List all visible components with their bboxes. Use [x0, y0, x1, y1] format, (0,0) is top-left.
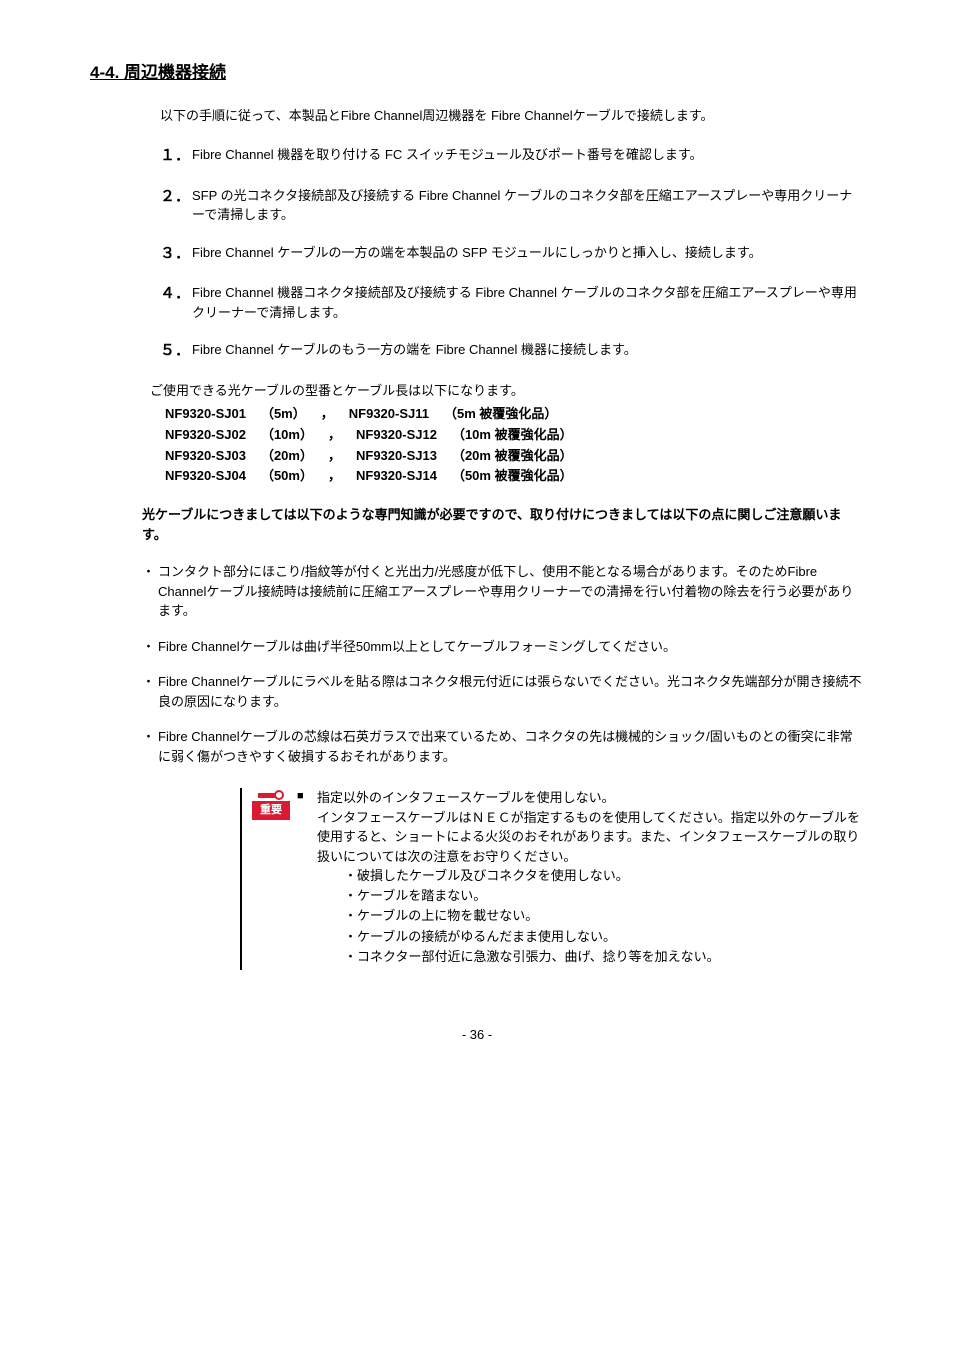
- bullet-item: ・コンタクト部分にほこり/指紋等が付くと光出力/光感度が低下し、使用不能となる場…: [142, 562, 864, 621]
- important-head: ■ 指定以外のインタフェースケーブルを使用しない。 インタフェースケーブルはＮＥ…: [297, 788, 864, 967]
- bullet-dot: ・: [142, 637, 158, 657]
- cable-sep: ，: [321, 404, 334, 425]
- cable-pn1: NF9320-SJ03: [165, 446, 246, 467]
- cable-desc: （5m 被覆強化品）: [444, 404, 557, 425]
- pin-icon: [252, 790, 290, 800]
- bullet-body: Fibre Channelケーブルの芯線は石英ガラスで出来ているため、コネクタの…: [158, 727, 864, 766]
- step-item: ５．Fibre Channel ケーブルのもう一方の端を Fibre Chann…: [160, 340, 864, 363]
- step-item: ３．Fibre Channel ケーブルの一方の端を本製品の SFP モジュール…: [160, 243, 864, 266]
- step-body: Fibre Channel 機器コネクタ接続部及び接続する Fibre Chan…: [190, 283, 864, 322]
- step-item: ４．Fibre Channel 機器コネクタ接続部及び接続する Fibre Ch…: [160, 283, 864, 322]
- step-number: ３．: [160, 243, 190, 266]
- cable-row: NF9320-SJ04 （50m） ， NF9320-SJ14 （50m 被覆強化品）: [165, 466, 864, 487]
- warning-block: 光ケーブルにつきましては以下のような専門知識が必要ですので、取り付けにつきまして…: [142, 505, 864, 544]
- bullet-body: Fibre Channelケーブルにラベルを貼る際はコネクタ根元付近には張らない…: [158, 672, 864, 711]
- cable-sep: ，: [328, 466, 341, 487]
- step-number: ４．: [160, 283, 190, 306]
- cable-pn2: NF9320-SJ14: [356, 466, 437, 487]
- step-number: １．: [160, 145, 190, 168]
- cable-sep: ，: [328, 425, 341, 446]
- step-item: ２．SFP の光コネクタ接続部及び接続する Fibre Channel ケーブル…: [160, 186, 864, 225]
- important-box: 重要 ■ 指定以外のインタフェースケーブルを使用しない。 インタフェースケーブル…: [240, 788, 864, 970]
- step-body: Fibre Channel 機器を取り付ける FC スイッチモジュール及びポート…: [190, 145, 864, 165]
- sub-bullet: ・ケーブルを踏まない。: [344, 886, 864, 906]
- cable-row: NF9320-SJ01 （5m） ， NF9320-SJ11 （5m 被覆強化品）: [165, 404, 864, 425]
- cable-pn2: NF9320-SJ13: [356, 446, 437, 467]
- cable-pn1: NF9320-SJ02: [165, 425, 246, 446]
- cable-sep: ，: [328, 446, 341, 467]
- step-body: Fibre Channel ケーブルのもう一方の端を Fibre Channel…: [190, 340, 864, 360]
- page-number: - 36 -: [90, 1025, 864, 1045]
- sub-bullet: ・破損したケーブル及びコネクタを使用しない。: [344, 866, 864, 886]
- step-body: Fibre Channel ケーブルの一方の端を本製品の SFP モジュールにし…: [190, 243, 864, 263]
- cable-desc: （20m 被覆強化品）: [452, 446, 573, 467]
- bullet-body: コンタクト部分にほこり/指紋等が付くと光出力/光感度が低下し、使用不能となる場合…: [158, 562, 864, 621]
- cable-len: （5m）: [261, 404, 306, 425]
- cable-pn1: NF9320-SJ01: [165, 404, 246, 425]
- important-title: 指定以外のインタフェースケーブルを使用しない。: [317, 788, 864, 808]
- cable-desc: （50m 被覆強化品）: [452, 466, 573, 487]
- cable-row: NF9320-SJ03 （20m） ， NF9320-SJ13 （20m 被覆強化品）: [165, 446, 864, 467]
- badge-label: 重要: [252, 801, 290, 820]
- cable-desc: （10m 被覆強化品）: [452, 425, 573, 446]
- bullet-dot: ・: [142, 562, 158, 621]
- bullet-body: Fibre Channelケーブルは曲げ半径50mm以上としてケーブルフォーミン…: [158, 637, 864, 657]
- step-number: ５．: [160, 340, 190, 363]
- warning-title: 光ケーブルにつきましては以下のような専門知識が必要ですので、取り付けにつきまして…: [142, 505, 864, 544]
- important-body: インタフェースケーブルはＮＥＣが指定するものを使用してください。指定以外のケーブ…: [317, 808, 864, 867]
- cable-pn2: NF9320-SJ11: [349, 404, 429, 425]
- sub-bullet: ・ケーブルの上に物を載せない。: [344, 906, 864, 926]
- step-number: ２．: [160, 186, 190, 209]
- step-item: １．Fibre Channel 機器を取り付ける FC スイッチモジュール及びポ…: [160, 145, 864, 168]
- square-bullet: ■: [297, 788, 317, 805]
- sub-bullet: ・ケーブルの接続がゆるんだまま使用しない。: [344, 927, 864, 947]
- important-text: 指定以外のインタフェースケーブルを使用しない。 インタフェースケーブルはＮＥＣが…: [317, 788, 864, 967]
- bullet-item: ・Fibre Channelケーブルの芯線は石英ガラスで出来ているため、コネクタ…: [142, 727, 864, 766]
- cable-row: NF9320-SJ02 （10m） ， NF9320-SJ12 （10m 被覆強化品）: [165, 425, 864, 446]
- bullet-dot: ・: [142, 672, 158, 711]
- cable-len: （20m）: [261, 446, 313, 467]
- cable-len: （10m）: [261, 425, 313, 446]
- important-badge: 重要: [252, 790, 290, 820]
- bullet-item: ・Fibre Channelケーブルにラベルを貼る際はコネクタ根元付近には張らな…: [142, 672, 864, 711]
- step-body: SFP の光コネクタ接続部及び接続する Fibre Channel ケーブルのコ…: [190, 186, 864, 225]
- cable-pn1: NF9320-SJ04: [165, 466, 246, 487]
- sub-bullet-list: ・破損したケーブル及びコネクタを使用しない。 ・ケーブルを踏まない。 ・ケーブル…: [344, 866, 864, 967]
- badge-column: 重要: [252, 788, 297, 820]
- cable-pn2: NF9320-SJ12: [356, 425, 437, 446]
- section-heading: 4-4. 周辺機器接続: [90, 60, 864, 86]
- sub-bullet: ・コネクター部付近に急激な引張力、曲げ、捻り等を加えない。: [344, 947, 864, 967]
- important-content: ■ 指定以外のインタフェースケーブルを使用しない。 インタフェースケーブルはＮＥ…: [297, 788, 864, 970]
- cable-intro: ご使用できる光ケーブルの型番とケーブル長は以下になります。: [150, 381, 864, 401]
- bullet-item: ・Fibre Channelケーブルは曲げ半径50mm以上としてケーブルフォーミ…: [142, 637, 864, 657]
- intro-text: 以下の手順に従って、本製品とFibre Channel周辺機器を Fibre C…: [160, 106, 864, 126]
- cable-table: NF9320-SJ01 （5m） ， NF9320-SJ11 （5m 被覆強化品） NF…: [165, 404, 864, 487]
- cable-len: （50m）: [261, 466, 313, 487]
- step-list: １．Fibre Channel 機器を取り付ける FC スイッチモジュール及びポ…: [160, 145, 864, 363]
- bullet-dot: ・: [142, 727, 158, 766]
